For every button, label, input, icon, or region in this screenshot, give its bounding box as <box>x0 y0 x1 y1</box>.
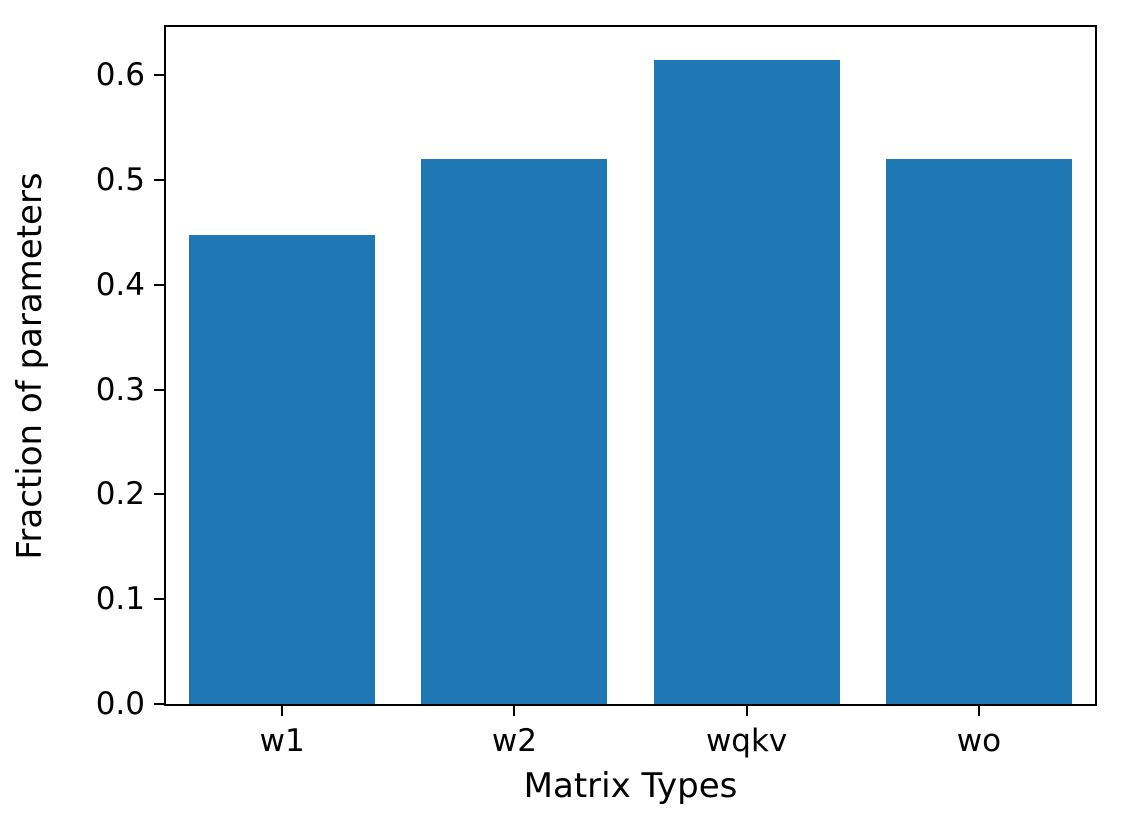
y-tick-label: 0.6 <box>95 57 145 94</box>
y-tick-mark <box>154 703 164 705</box>
y-tick-mark <box>154 598 164 601</box>
y-tick-label: 0.1 <box>95 581 145 618</box>
bar-wqkv <box>653 59 840 704</box>
x-tick-label-w1: w1 <box>259 723 305 759</box>
y-tick-mark <box>154 283 164 286</box>
y-tick-label: 0.0 <box>95 686 145 722</box>
x-tick-label-wqkv: wqkv <box>705 723 788 759</box>
y-tick-label: 0.4 <box>95 266 145 303</box>
x-tick-mark <box>281 706 284 716</box>
x-tick-mark <box>977 706 980 716</box>
y-tick-label: 0.3 <box>95 371 145 408</box>
y-tick-mark <box>154 179 164 181</box>
x-axis-label: Matrix Types <box>523 766 738 806</box>
y-tick-mark <box>154 493 164 496</box>
x-tick-label-w2: w2 <box>491 723 537 759</box>
x-tick-mark <box>745 706 748 716</box>
bar-w2 <box>421 159 608 704</box>
plot-area <box>164 25 1097 706</box>
bar-w1 <box>189 234 376 704</box>
y-tick-mark <box>154 74 164 77</box>
x-tick-label-wo: wo <box>956 723 1002 759</box>
x-tick-mark <box>513 706 516 716</box>
y-tick-mark <box>154 388 164 391</box>
bar-wo <box>885 159 1072 704</box>
y-tick-label: 0.5 <box>95 162 145 198</box>
y-tick-label: 0.2 <box>95 476 145 513</box>
